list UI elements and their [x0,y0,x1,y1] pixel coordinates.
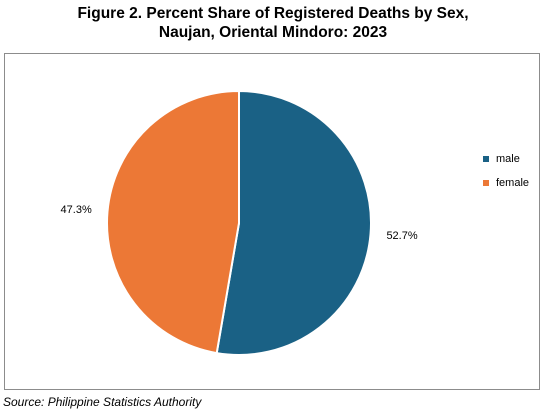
legend: male female [483,152,529,200]
chart-title: Figure 2. Percent Share of Registered De… [0,4,546,42]
data-label-female: 47.3% [60,203,92,216]
legend-item-male: male [483,152,529,166]
legend-item-female: female [483,176,529,190]
chart-title-line-2: Naujan, Oriental Mindoro: 2023 [158,24,388,41]
source-note: Source: Philippine Statistics Authority [3,395,202,409]
pie-slice-male [215,89,372,356]
legend-label-female: female [496,177,530,189]
legend-swatch-female [483,180,489,186]
pie-chart [106,89,372,356]
pie-slice-female [106,89,240,355]
legend-label-male: male [496,153,520,165]
chart-title-line-1: Figure 2. Percent Share of Registered De… [77,5,469,22]
legend-swatch-male [483,156,489,162]
chart-area: 52.7% 47.3% [4,53,540,390]
data-label-male: 52.7% [386,230,418,243]
